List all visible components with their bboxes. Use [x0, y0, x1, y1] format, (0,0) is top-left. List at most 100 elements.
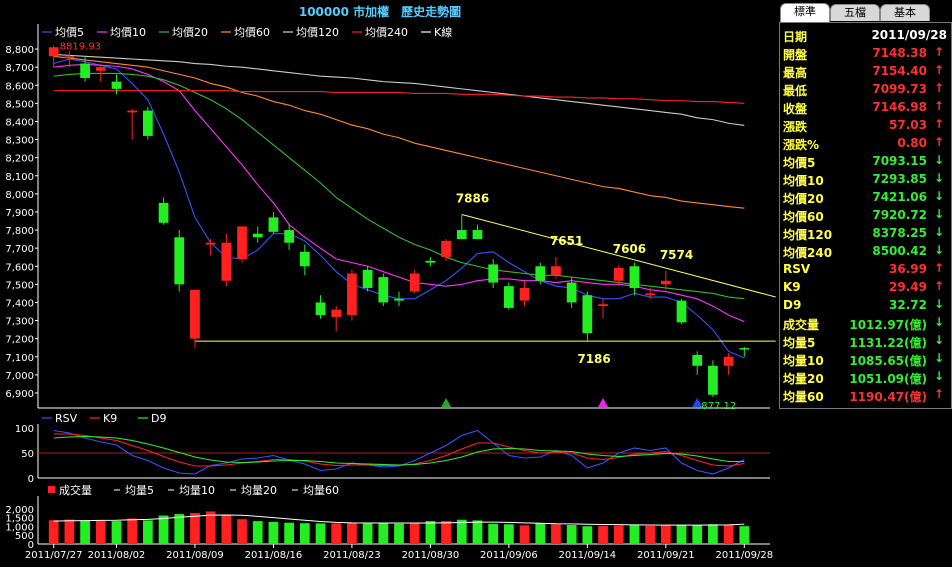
volume-bar — [519, 525, 530, 544]
price-y-tick-label: 7,400 — [5, 298, 34, 309]
legend-label: 均量20 — [241, 484, 277, 497]
volume-bar — [441, 520, 451, 544]
price-y-tick-label: 7,700 — [5, 244, 34, 255]
quote-value: 1051.09(億) — [849, 372, 927, 386]
volume-bar — [676, 524, 687, 544]
price-annotation: 7886 — [456, 191, 489, 205]
volume-bar — [708, 524, 718, 544]
quote-value: 8378.25 — [872, 226, 927, 240]
arrow-down-icon: ↓ — [933, 207, 945, 221]
arrow-up-icon: ↑ — [933, 117, 945, 131]
quote-value: 32.72 — [889, 298, 927, 312]
volume-bar — [551, 524, 561, 544]
volume-bar — [739, 526, 750, 544]
ma-line — [53, 72, 745, 300]
price-y-tick-label: 8,200 — [5, 154, 34, 165]
quote-label: 日期 — [783, 30, 808, 44]
candle-body — [739, 348, 750, 350]
x-tick-label: 2011/08/09 — [166, 550, 224, 561]
price-y-tick-label: 7,800 — [5, 226, 34, 237]
quote-label: 均量5 — [783, 336, 816, 350]
candle-body — [394, 298, 404, 301]
volume-bar — [425, 521, 436, 544]
candle-body — [456, 230, 467, 240]
ma-line — [53, 53, 745, 126]
legend-label: 均量60 — [303, 484, 339, 497]
candle-body — [629, 266, 640, 288]
volume-legend: 成交量 均量5 均量10 均量20 均量60 — [48, 483, 339, 497]
legend-label: 均價20 — [172, 25, 208, 39]
tab-five-levels[interactable]: 五檔 — [830, 4, 880, 21]
price-y-tick-label: 7,500 — [5, 280, 34, 291]
candle-body — [676, 300, 687, 323]
volume-bar — [252, 521, 263, 544]
quote-sidebar: 標準 五檔 基本 日期 2011/09/28 開盤 7148.38 ↑ 最高 7154.40… — [779, 0, 952, 567]
quote-value: 7293.85 — [872, 172, 927, 186]
quote-label: 均量20 — [783, 372, 824, 386]
arrow-down-icon: ↓ — [933, 243, 945, 257]
price-y-tick-label: 6,900 — [5, 389, 34, 400]
volume-bar — [268, 521, 279, 544]
quote-label: 均價240 — [783, 246, 833, 260]
quote-value: 7920.72 — [872, 208, 927, 222]
x-tick-label: 2011/07/27 — [25, 550, 83, 561]
price-annotation: 8819.93 — [60, 41, 101, 52]
arrow-up-icon: ↑ — [933, 387, 945, 401]
signal-triangle-icon — [441, 398, 452, 407]
price-y-tick-label: 8,600 — [5, 81, 34, 92]
volume-bar — [347, 522, 357, 544]
volume-bar — [660, 524, 671, 544]
kd-legend: RSV K9 D9 — [42, 412, 166, 425]
price-y-tick-label: 8,300 — [5, 136, 34, 147]
sidebar-tabs: 標準 五檔 基本 — [779, 3, 952, 22]
candle-body — [127, 110, 138, 113]
legend-label: K線 — [434, 25, 452, 39]
price-annotation: 7574 — [660, 248, 693, 262]
quote-label: 漲跌% — [783, 138, 820, 152]
volume-bar — [127, 518, 138, 544]
volume-y-tick-label: 0 — [28, 540, 34, 551]
quote-label: 漲跌 — [783, 120, 808, 134]
volume-bar — [111, 521, 122, 544]
quote-value: 0.80 — [897, 136, 927, 150]
kd-series-line — [53, 435, 745, 466]
quote-row: 均量5 1131.22(億) ↓ — [780, 332, 951, 350]
candle-body — [190, 289, 200, 339]
x-axis: 2011/07/27 2011/08/02 2011/08/09 2011/08/16… — [25, 544, 773, 561]
quote-label: 收盤 — [783, 102, 808, 116]
arrow-up-icon: ↑ — [933, 63, 945, 77]
candle-body — [598, 304, 608, 307]
arrow-up-icon: ↑ — [933, 279, 945, 293]
tab-standard[interactable]: 標準 — [780, 3, 830, 22]
legend-swatch — [48, 486, 55, 493]
quote-label: 均價120 — [783, 228, 833, 242]
quote-value: 7154.40 — [872, 64, 927, 78]
quote-row: 開盤 7148.38 ↑ — [780, 44, 951, 62]
volume-bar — [409, 522, 420, 544]
price-y-tick-label: 7,100 — [5, 353, 34, 364]
candle-body — [362, 269, 373, 288]
candle-body — [504, 286, 514, 308]
price-y-tick-label: 7,900 — [5, 208, 34, 219]
price-y-tick-label: 8,100 — [5, 172, 34, 183]
stock-chart[interactable]: 100000 市加權 歷史走勢圖 6,900 7,000 7,100 7,200 7,3… — [0, 0, 779, 567]
quote-row: 最高 7154.40 ↑ — [780, 62, 951, 80]
x-tick-label: 2011/08/16 — [245, 550, 303, 561]
quote-label: 均價5 — [783, 156, 816, 170]
quote-value: 29.49 — [889, 280, 927, 294]
x-tick-label: 2011/09/28 — [715, 550, 773, 561]
candle-body — [723, 356, 734, 366]
candle-body — [237, 226, 247, 260]
tab-basic[interactable]: 基本 — [880, 4, 930, 21]
quote-label: 最高 — [783, 66, 808, 80]
ma-line — [53, 63, 745, 323]
legend-label: RSV — [55, 412, 78, 425]
quote-value: 7148.38 — [872, 46, 927, 60]
volume-bar — [723, 524, 734, 544]
chart-title: 100000 市加權 歷史走勢圖 — [299, 4, 461, 19]
price-y-tick-label: 8,800 — [5, 45, 34, 56]
volume-bar — [598, 526, 608, 544]
legend-label: 均價240 — [365, 25, 408, 39]
quote-label: 均價20 — [783, 192, 824, 206]
main-legend: 均價5 均價10 均價20 均價60 均價120 均價240 K線 — [42, 25, 452, 39]
